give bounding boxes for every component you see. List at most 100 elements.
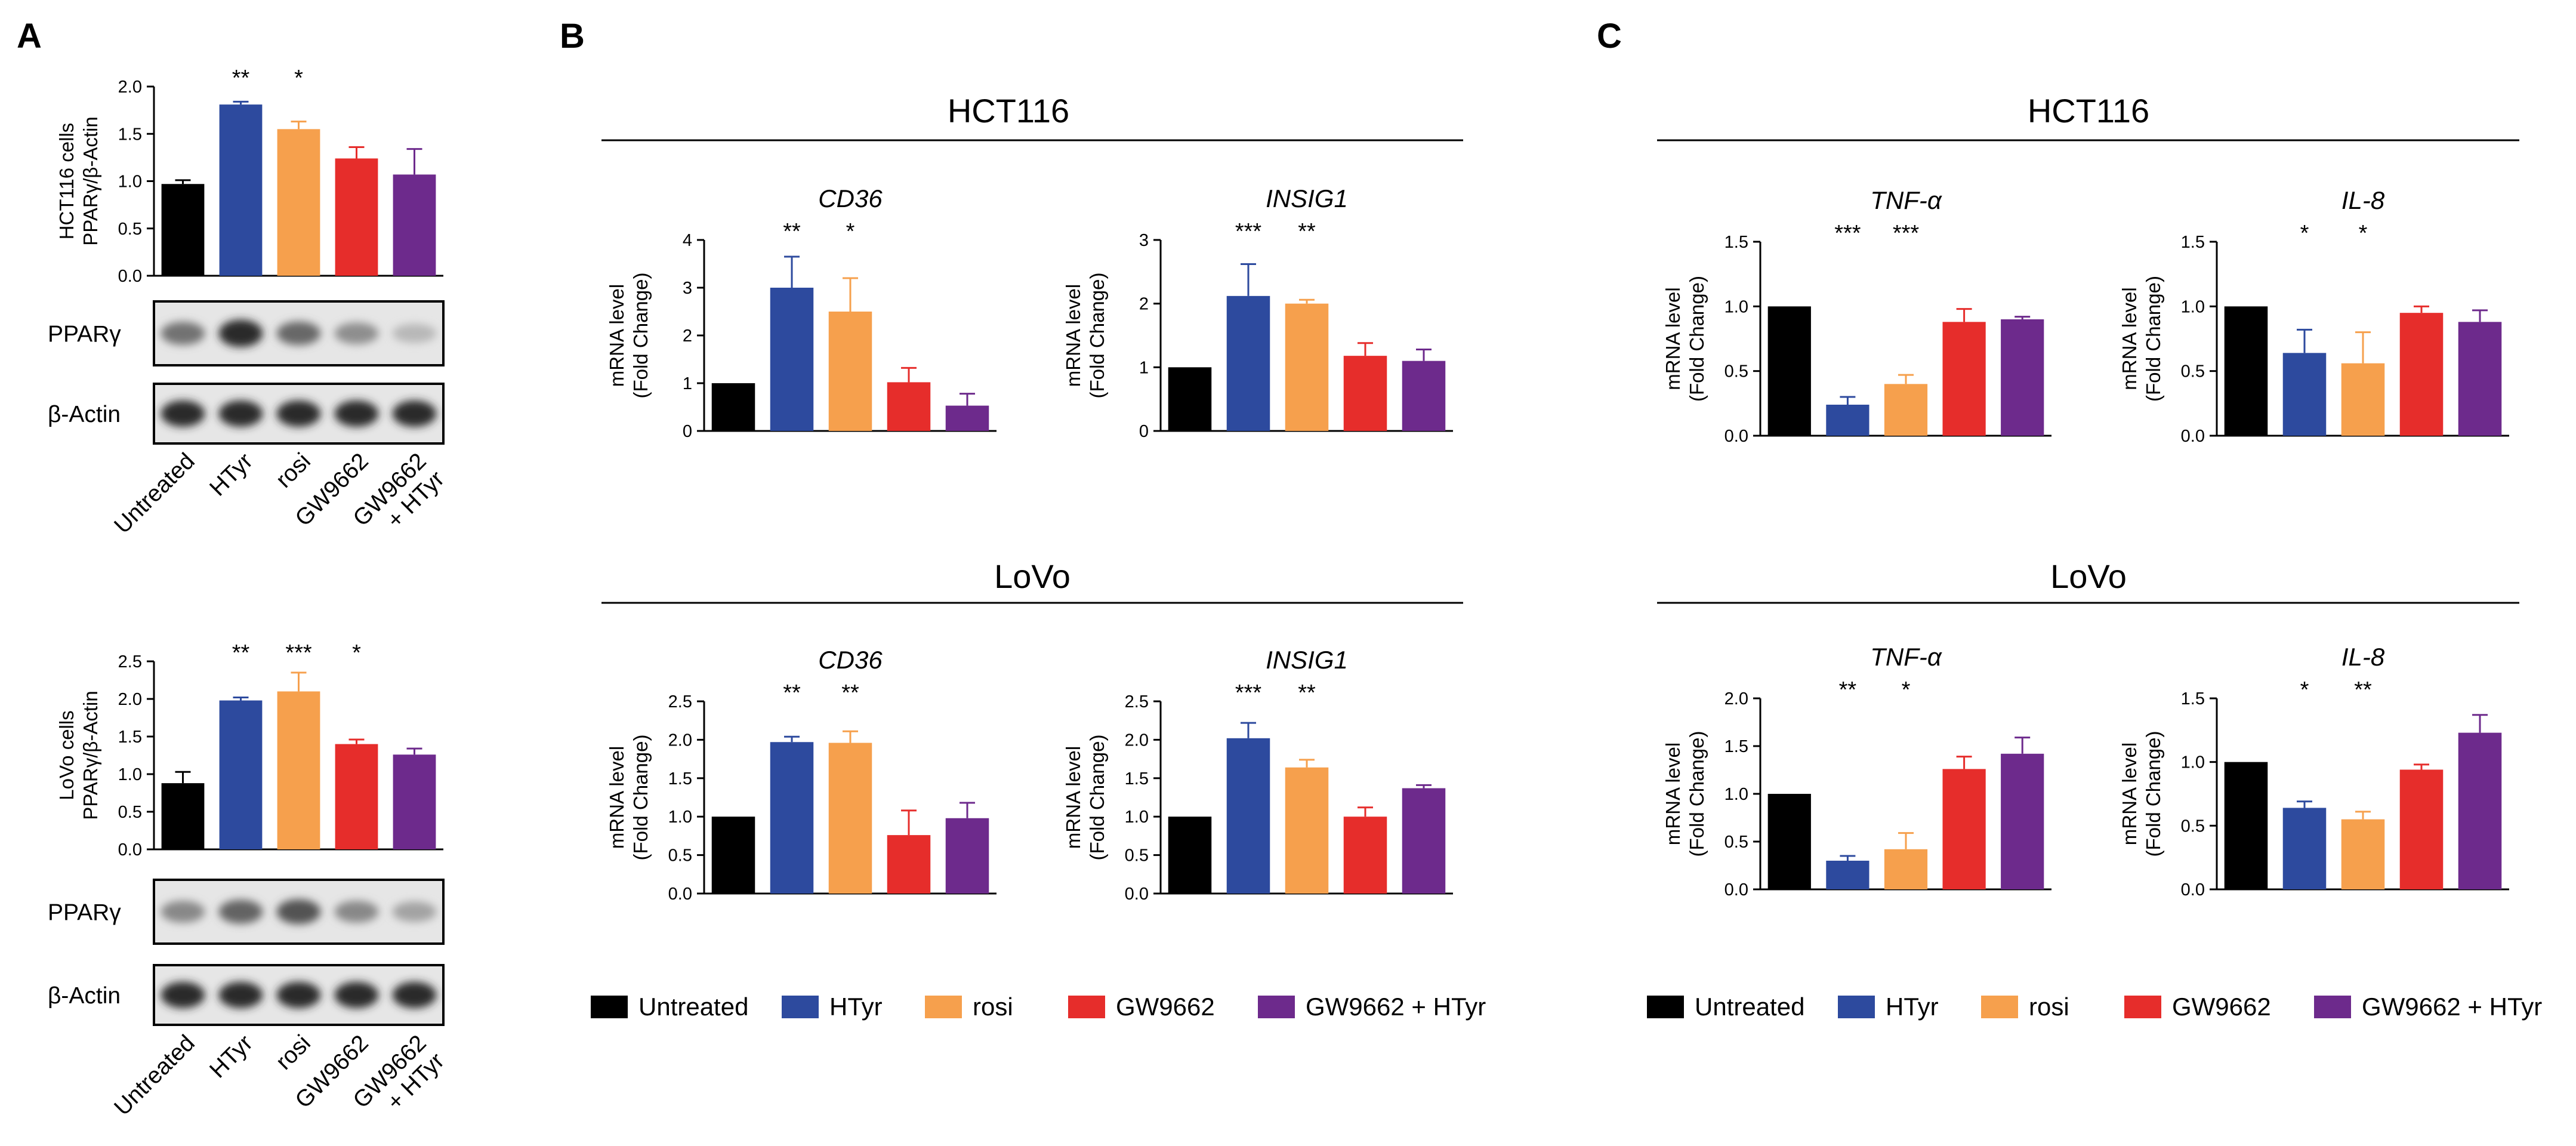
legend-swatch <box>1838 996 1875 1018</box>
significance-marker: * <box>1902 677 1911 703</box>
y-axis-label-line1: HCT116 cells <box>55 123 78 240</box>
condition-label: Untreated <box>109 448 200 539</box>
blot-actin-lovo: β-Actin <box>48 964 445 1026</box>
bar-rosi <box>1884 384 1928 436</box>
significance-marker: ** <box>841 680 859 706</box>
legend-label: rosi <box>2029 993 2069 1021</box>
blot-band <box>392 982 437 1008</box>
significance-marker: * <box>352 640 361 666</box>
y-tick-label: 1.5 <box>2181 689 2205 708</box>
y-axis-label-line2: PPARγ/β-Actin <box>79 116 101 245</box>
bar-gw9662 <box>1942 769 1986 889</box>
legend-swatch <box>1981 996 2018 1018</box>
y-tick-label: 2.0 <box>1724 689 1748 708</box>
chart-title: IL-8 <box>2341 186 2385 214</box>
significance-marker: * <box>2359 221 2368 246</box>
legend-label: GW9662 <box>1116 993 1215 1021</box>
y-axis-label-line1: mRNA level <box>1062 284 1084 387</box>
chart-title: INSIG1 <box>1266 646 1348 674</box>
y-tick-label: 3 <box>683 279 692 298</box>
y-tick-label: 0.5 <box>668 846 692 865</box>
y-axis-label-line1: mRNA level <box>1062 746 1084 849</box>
y-axis-label-line1: mRNA level <box>1662 743 1684 845</box>
bar-gw9662 <box>2399 313 2444 436</box>
bar-gw9662-htyr <box>393 754 436 849</box>
y-axis-label: mRNA level (Fold Change) <box>1662 731 1708 857</box>
y-tick-label: 1.0 <box>1125 808 1149 827</box>
group-title-text: LoVo <box>994 557 1070 595</box>
significance-marker: *** <box>285 640 312 666</box>
y-tick-label: 1.5 <box>1724 233 1748 252</box>
bar-gw9662 <box>887 382 931 431</box>
blot-label: β-Actin <box>48 983 121 1009</box>
y-tick-label: 0.0 <box>2181 880 2205 899</box>
y-axis-label-line1: mRNA level <box>606 746 628 849</box>
significance-marker: ** <box>232 66 250 91</box>
y-axis-label-line2: (Fold Change) <box>2142 276 2164 402</box>
group-title-text: LoVo <box>2050 557 2127 595</box>
y-axis-label-line1: LoVo cells <box>55 710 78 800</box>
group-title-c-lovo: LoVo <box>1657 557 2519 604</box>
panel-letter-b: B <box>560 17 585 56</box>
y-axis-label: mRNA level (Fold Change) <box>2118 731 2164 857</box>
legend-swatch <box>782 996 819 1018</box>
bar-untreated <box>1168 817 1212 894</box>
bar-gw9662 <box>887 835 931 894</box>
bar-htyr <box>1226 295 1270 431</box>
blot-ppar-hct116: PPARγ <box>48 300 445 366</box>
y-axis-label-line2: PPARγ/β-Actin <box>79 691 101 820</box>
blot-band <box>161 322 205 345</box>
chart-title: CD36 <box>818 646 883 674</box>
legend-swatch <box>591 996 628 1018</box>
legend-label: Untreated <box>638 993 748 1021</box>
significance-marker: * <box>846 219 855 244</box>
condition-label: rosi <box>271 1030 316 1075</box>
group-title-b-lovo: LoVo <box>601 557 1463 604</box>
legend-swatch <box>1068 996 1105 1018</box>
y-tick-label: 0 <box>1139 422 1149 441</box>
y-tick-label: 0.0 <box>1724 880 1748 899</box>
chart-c-hct116-tnf: TNF-α mRNA level (Fold Change) 0.0 0.5 1.0 1.5… <box>1662 186 2051 446</box>
y-tick-label: 0.0 <box>1724 427 1748 446</box>
y-tick-label: 1.0 <box>1724 297 1748 316</box>
bar-htyr <box>219 104 263 276</box>
chart-title: TNF-α <box>1870 186 1942 214</box>
bar-gw9662-htyr <box>2001 319 2044 436</box>
legend-c: Untreated HTyr rosi GW9662 GW9662 + HTyr <box>1647 993 2542 1021</box>
y-tick-label: 1.0 <box>1724 785 1748 804</box>
chart-title: INSIG1 <box>1266 184 1348 212</box>
chart-b-lovo-cd36: CD36 mRNA level (Fold Change) 0.0 0.5 1.0 1.5 2… <box>606 646 997 904</box>
y-tick-label: 4 <box>683 231 692 250</box>
y-axis-label-line2: (Fold Change) <box>2142 731 2164 857</box>
bar-htyr <box>1826 861 1869 889</box>
blot-band <box>161 901 205 923</box>
bar-untreated <box>1767 794 1811 889</box>
y-axis-label: mRNA level (Fold Change) <box>1062 273 1108 399</box>
panel-letter-c: C <box>1597 17 1622 56</box>
legend-b: Untreated HTyr rosi GW9662 GW9662 + HTyr <box>591 993 1486 1021</box>
y-tick-label: 0.0 <box>1125 885 1149 904</box>
y-tick-label: 0.0 <box>118 840 142 860</box>
condition-label: rosi <box>271 448 316 493</box>
bar-untreated <box>711 383 755 431</box>
legend-label: HTyr <box>829 993 883 1021</box>
bar-gw9662-htyr <box>393 174 436 276</box>
y-tick-label: 2 <box>1139 295 1149 314</box>
y-tick-label: 1.0 <box>118 172 142 192</box>
group-title-text: HCT116 <box>2028 92 2149 130</box>
bar-gw9662 <box>1343 817 1387 894</box>
y-axis-label: mRNA level (Fold Change) <box>1662 276 1708 402</box>
group-title-c-hct116: HCT116 <box>1657 92 2519 141</box>
bar-gw9662-htyr <box>945 818 989 894</box>
significance-marker: *** <box>1893 221 1920 246</box>
bar-rosi <box>828 743 872 894</box>
bar-htyr <box>2282 353 2327 436</box>
y-tick-label: 1.0 <box>118 765 142 784</box>
bar-untreated <box>711 817 755 894</box>
blot-band <box>161 982 205 1008</box>
y-tick-label: 0.0 <box>668 885 692 904</box>
y-axis-label-line2: (Fold Change) <box>630 735 652 861</box>
chart-title: IL-8 <box>2341 643 2385 671</box>
